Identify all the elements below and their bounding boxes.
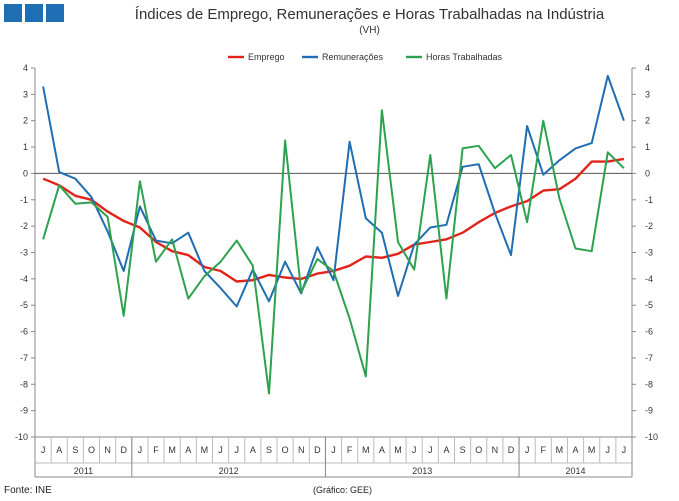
x-tick-label: M	[201, 445, 209, 455]
logo-block	[46, 4, 64, 22]
logo-block	[4, 4, 22, 22]
x-tick-label: F	[153, 445, 159, 455]
x-tick-label: J	[218, 445, 223, 455]
y-tick-label-left: -8	[20, 379, 28, 389]
year-label: 2012	[219, 466, 239, 476]
x-tick-label: J	[428, 445, 433, 455]
x-tick-label: J	[234, 445, 239, 455]
year-label: 2013	[412, 466, 432, 476]
y-tick-label-left: -2	[20, 221, 28, 231]
y-tick-label-left: -5	[20, 300, 28, 310]
logo-block	[25, 4, 43, 22]
x-tick-label: S	[266, 445, 272, 455]
year-label: 2011	[74, 466, 93, 476]
x-tick-label: J	[331, 445, 336, 455]
x-tick-label: J	[138, 445, 143, 455]
x-tick-label: O	[88, 445, 95, 455]
y-tick-label-left: -7	[20, 353, 28, 363]
y-tick-label-left: 3	[23, 89, 28, 99]
x-tick-label: N	[104, 445, 111, 455]
y-tick-label-left: -9	[20, 406, 28, 416]
x-tick-label: S	[72, 445, 78, 455]
y-tick-label-right: -9	[645, 406, 653, 416]
x-tick-label: J	[525, 445, 530, 455]
y-tick-label-right: -3	[645, 248, 653, 258]
y-tick-label-right: -1	[645, 195, 653, 205]
x-tick-label: A	[379, 445, 385, 455]
x-tick-label: M	[588, 445, 596, 455]
chart-title: Índices de Emprego, Remunerações e Horas…	[134, 6, 605, 23]
x-tick-label: J	[606, 445, 611, 455]
source-note: Fonte: INE	[4, 485, 52, 496]
y-tick-label-right: -4	[645, 274, 653, 284]
y-tick-label-left: -6	[20, 327, 28, 337]
y-tick-label-right: -10	[645, 432, 658, 442]
x-tick-label: M	[362, 445, 370, 455]
x-tick-label: O	[282, 445, 289, 455]
y-tick-label-right: -2	[645, 221, 653, 231]
y-tick-label-left: -3	[20, 248, 28, 258]
y-tick-label-right: -7	[645, 353, 653, 363]
x-tick-label: A	[56, 445, 62, 455]
y-tick-label-left: 2	[23, 116, 28, 126]
x-tick-label: A	[185, 445, 191, 455]
legend-label: Emprego	[248, 52, 285, 62]
x-tick-label: N	[492, 445, 499, 455]
y-tick-label-left: 4	[23, 63, 28, 73]
y-tick-label-right: -6	[645, 327, 653, 337]
x-tick-label: D	[508, 445, 515, 455]
y-tick-label-right: 0	[645, 168, 650, 178]
legend-label: Remunerações	[322, 52, 384, 62]
y-tick-label-right: 3	[645, 89, 650, 99]
year-label: 2014	[566, 466, 586, 476]
y-tick-label-left: 1	[23, 142, 28, 152]
y-tick-label-right: 4	[645, 63, 650, 73]
x-tick-label: J	[622, 445, 627, 455]
x-tick-label: A	[250, 445, 256, 455]
y-tick-label-right: -5	[645, 300, 653, 310]
y-tick-label-left: 0	[23, 168, 28, 178]
x-tick-label: M	[394, 445, 402, 455]
x-tick-label: A	[443, 445, 449, 455]
x-tick-label: A	[573, 445, 579, 455]
y-tick-label-left: -4	[20, 274, 28, 284]
x-tick-label: D	[314, 445, 321, 455]
y-tick-label-right: -8	[645, 379, 653, 389]
legend-label: Horas Trabalhadas	[426, 52, 503, 62]
series-line-remunerações	[42, 74, 625, 308]
y-tick-label-left: -1	[20, 195, 28, 205]
x-tick-label: J	[412, 445, 417, 455]
y-tick-label-right: 2	[645, 116, 650, 126]
x-tick-label: M	[168, 445, 176, 455]
y-tick-label-right: 1	[645, 142, 650, 152]
x-tick-label: D	[120, 445, 127, 455]
y-tick-label-left: -10	[15, 432, 28, 442]
x-tick-label: N	[298, 445, 305, 455]
credit-note: (Gráfico: GEE)	[313, 485, 373, 495]
x-tick-label: O	[475, 445, 482, 455]
ine-logo	[4, 4, 64, 22]
series-line-horas-trabalhadas	[42, 109, 625, 395]
x-tick-label: M	[556, 445, 564, 455]
x-tick-label: F	[541, 445, 547, 455]
chart-subtitle: (VH)	[359, 25, 380, 36]
x-tick-label: F	[347, 445, 353, 455]
x-tick-label: S	[460, 445, 466, 455]
x-tick-label: J	[41, 445, 46, 455]
